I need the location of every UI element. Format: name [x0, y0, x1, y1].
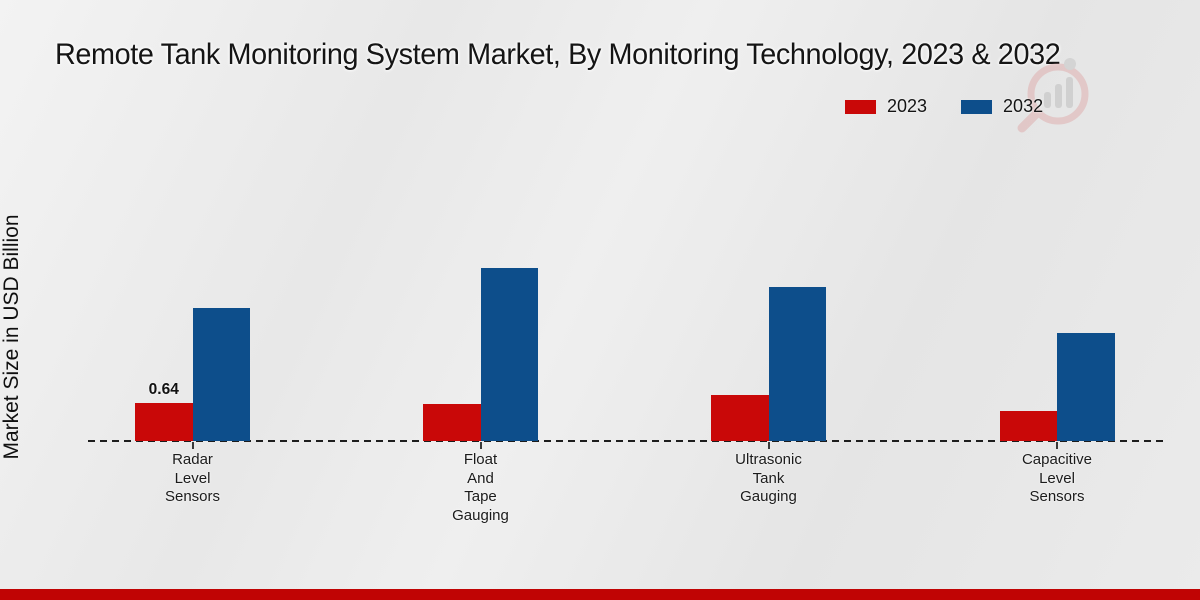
- category-label-radar-level-sensors: Radar Level Sensors: [164, 451, 221, 505]
- bar-2023-capacitive-level-sensors: [999, 411, 1057, 441]
- bar-2032-radar-level-sensors: [192, 308, 250, 441]
- x-axis-tick-capacitive-level-sensors: [1056, 442, 1058, 449]
- bar-2032-ultrasonic-tank-gauging: [768, 287, 826, 441]
- magnifier-icon: [1017, 58, 1089, 133]
- bar-2023-float-and-tape-gauging: [423, 404, 481, 441]
- category-label-capacitive-level-sensors: Capacitive Level Sensors: [1021, 451, 1093, 505]
- legend-label-2032: 2032: [1003, 96, 1044, 116]
- data-label-2023-radar-level-sensors: 0.64: [148, 381, 179, 398]
- chart-title: Remote Tank Monitoring System Market, By…: [55, 38, 1061, 71]
- legend-item-2023: 2023: [845, 96, 927, 117]
- legend: 2023 2032: [845, 96, 1043, 117]
- legend-swatch-2023: [845, 99, 876, 114]
- bar-2032-capacitive-level-sensors: [1057, 333, 1115, 441]
- legend-label-2023: 2023: [887, 96, 928, 116]
- x-axis-tick-radar-level-sensors: [191, 442, 194, 449]
- x-axis-baseline: [88, 440, 1163, 442]
- watermark-logo: [1017, 58, 1089, 133]
- x-axis-tick-float-and-tape-gauging: [479, 442, 482, 449]
- category-label-float-and-tape-gauging: Float And Tape Gauging: [452, 451, 509, 524]
- x-axis-tick-ultrasonic-tank-gauging: [767, 442, 770, 449]
- y-axis-label: Market Size in USD Billion: [0, 214, 23, 460]
- bar-2023-ultrasonic-tank-gauging: [711, 395, 769, 441]
- legend-swatch-2032: [961, 99, 993, 114]
- bar-2023-radar-level-sensors: [135, 403, 193, 441]
- category-label-ultrasonic-tank-gauging: Ultrasonic Tank Gauging: [735, 451, 802, 505]
- legend-item-2032: 2032: [961, 96, 1043, 117]
- bar-2032-float-and-tape-gauging: [480, 268, 538, 441]
- footer-band: [0, 589, 1200, 600]
